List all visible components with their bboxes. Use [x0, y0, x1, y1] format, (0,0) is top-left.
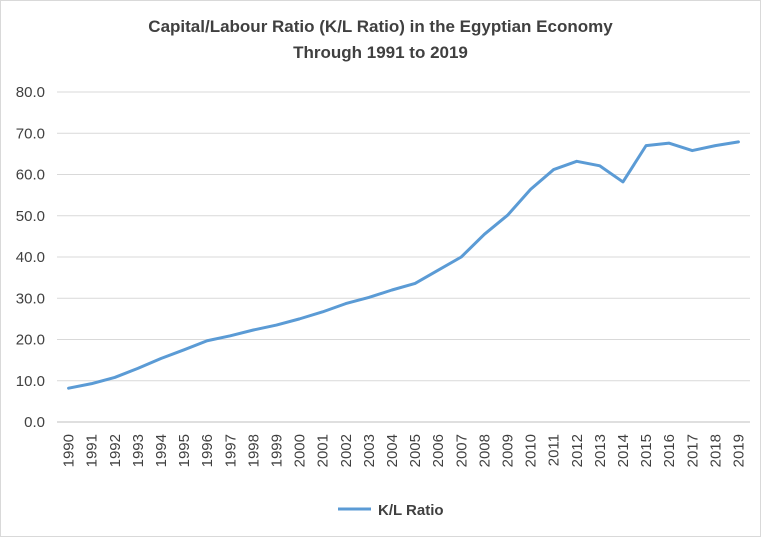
- data-point: [483, 233, 486, 236]
- data-point: [460, 256, 463, 258]
- x-tick-label: 1995: [176, 434, 193, 467]
- y-tick-label: 80.0: [16, 84, 45, 101]
- x-tick-label: 2006: [430, 434, 447, 467]
- x-tick-label: 1996: [199, 434, 216, 467]
- x-tick-label: 1999: [268, 434, 285, 467]
- x-tick-label: 2003: [361, 434, 378, 467]
- x-tick-label: 1997: [222, 434, 239, 467]
- chart-title-block: Capital/Labour Ratio (K/L Ratio) in the …: [0, 14, 761, 66]
- y-tick-label: 30.0: [16, 290, 45, 307]
- data-point: [298, 317, 301, 320]
- data-point: [598, 164, 601, 167]
- x-tick-label: 2016: [661, 434, 678, 467]
- data-point: [321, 310, 324, 313]
- data-point: [437, 269, 440, 272]
- data-point: [113, 376, 116, 379]
- x-tick-label: 2015: [638, 434, 655, 467]
- data-point: [367, 296, 370, 299]
- x-tick-label: 2008: [476, 434, 493, 467]
- x-tick-label: 2000: [292, 434, 309, 467]
- data-point: [390, 289, 393, 291]
- data-point: [229, 334, 232, 337]
- data-point: [714, 144, 717, 147]
- data-point: [159, 357, 162, 360]
- data-point: [344, 302, 347, 305]
- x-tick-label: 2004: [384, 434, 401, 467]
- legend-label-kl-ratio: K/L Ratio: [378, 502, 444, 519]
- series-line-kl-ratio: [67, 140, 740, 390]
- x-tick-label: 1993: [130, 434, 147, 467]
- x-tick-label: 2014: [615, 434, 632, 467]
- data-point: [67, 387, 70, 390]
- legend: K/L Ratio: [338, 502, 444, 519]
- data-point: [668, 142, 671, 145]
- series-layer: [67, 140, 740, 390]
- data-point: [529, 188, 532, 191]
- x-tick-label: 1990: [61, 434, 78, 467]
- data-point: [552, 168, 555, 171]
- data-point: [575, 160, 578, 163]
- data-point: [506, 214, 509, 217]
- data-point: [737, 140, 740, 143]
- data-point: [136, 367, 139, 370]
- x-tick-label: 1994: [153, 434, 170, 467]
- y-tick-label: 50.0: [16, 208, 45, 225]
- x-tick-label: 1998: [245, 434, 262, 467]
- data-point: [691, 149, 694, 152]
- x-tick-label: 1991: [84, 434, 101, 467]
- y-tick-label: 40.0: [16, 249, 45, 266]
- x-axis-ticks: 1990 1991 1992 1993 1994 1995 1996 1997 1998 1999…: [61, 434, 748, 467]
- data-point: [252, 329, 255, 332]
- x-tick-label: 2013: [592, 434, 609, 467]
- x-tick-label: 2019: [730, 434, 747, 467]
- x-tick-label: 2007: [453, 434, 470, 467]
- x-tick-label: 2017: [684, 434, 701, 467]
- chart-title: Capital/Labour Ratio (K/L Ratio) in the …: [148, 17, 613, 36]
- x-tick-label: 2012: [569, 434, 586, 467]
- x-tick-label: 2001: [315, 434, 332, 467]
- data-point: [90, 382, 93, 385]
- data-point: [621, 180, 624, 183]
- chart-subtitle: Through 1991 to 2019: [293, 43, 468, 62]
- x-tick-label: 2002: [338, 434, 355, 467]
- y-tick-label: 20.0: [16, 332, 45, 349]
- data-point: [645, 144, 648, 147]
- y-axis-ticks: 0.0 10.0 20.0 30.0 40.0 50.0 60.0 70.0 80.0: [16, 84, 45, 431]
- y-tick-label: 0.0: [24, 414, 45, 431]
- data-point: [206, 339, 209, 342]
- x-tick-label: 2011: [546, 434, 563, 466]
- y-tick-label: 70.0: [16, 125, 45, 142]
- y-tick-label: 10.0: [16, 373, 45, 390]
- data-point: [414, 282, 417, 285]
- x-tick-label: 2010: [523, 434, 540, 467]
- x-tick-label: 1992: [107, 434, 124, 467]
- x-tick-label: 2005: [407, 434, 424, 467]
- data-point: [275, 324, 278, 327]
- x-tick-label: 2018: [707, 434, 724, 467]
- gridlines: [57, 91, 750, 423]
- y-tick-label: 60.0: [16, 167, 45, 184]
- x-tick-label: 2009: [499, 434, 516, 467]
- data-point: [183, 348, 186, 351]
